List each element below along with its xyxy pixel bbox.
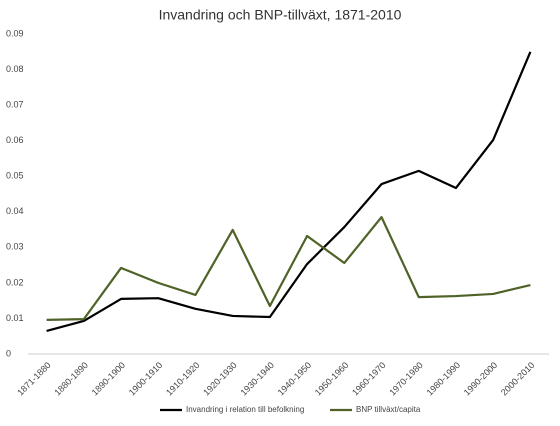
chart-title: Invandring och BNP-tillväxt, 1871-2010 [159, 7, 402, 23]
x-tick-label: 1950-1960 [313, 360, 351, 398]
series-line [46, 51, 532, 332]
x-tick-label: 1920-1930 [201, 360, 239, 398]
y-tick-label: 0.04 [6, 206, 24, 216]
x-tick-label: 1871-1880 [15, 360, 53, 398]
y-tick-label: 0.08 [6, 64, 24, 74]
x-tick-label: 1990-2000 [462, 360, 500, 398]
x-tick-label: 1890-1900 [90, 360, 128, 398]
x-tick-label: 1880-1890 [52, 360, 90, 398]
x-tick-label: 2000-2010 [499, 360, 537, 398]
y-tick-label: 0.02 [6, 277, 24, 287]
x-tick-label: 1940-1950 [276, 360, 314, 398]
legend-label: BNP tillväxt/capita [356, 405, 421, 414]
y-tick-label: 0.03 [6, 242, 24, 252]
x-tick-label: 1960-1970 [350, 360, 388, 398]
y-tick-label: 0 [6, 348, 11, 358]
series-line [46, 216, 531, 321]
x-tick-label: 1900-1910 [127, 360, 165, 398]
x-tick-label: 1970-1980 [387, 360, 425, 398]
x-tick-label: 1980-1990 [425, 360, 463, 398]
y-tick-label: 0.06 [6, 135, 24, 145]
y-tick-label: 0.07 [6, 99, 24, 109]
y-tick-label: 0.09 [6, 28, 24, 38]
x-tick-label: 1910-1920 [164, 360, 202, 398]
y-tick-label: 0.01 [6, 313, 24, 323]
x-tick-label: 1930-1940 [238, 360, 276, 398]
legend-label: Invandring i relation till befolkning [186, 405, 304, 414]
y-tick-label: 0.05 [6, 171, 24, 181]
